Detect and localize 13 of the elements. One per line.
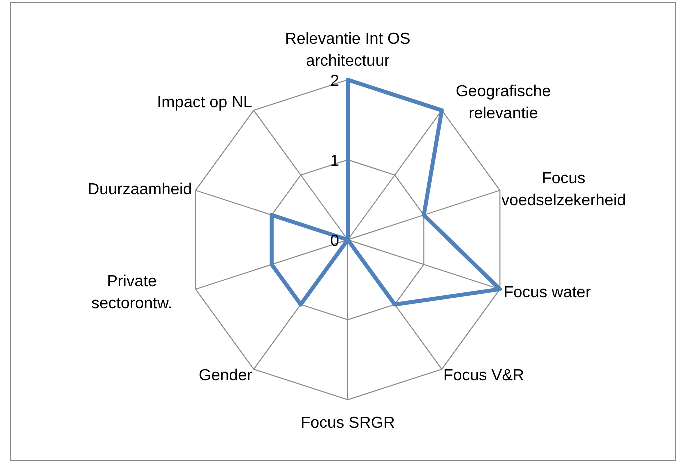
- y-tick-label: 2: [330, 73, 340, 90]
- spoke-label: Gender: [199, 367, 254, 384]
- y-tick-label: 0: [330, 233, 340, 250]
- spoke-label: Duurzaamheid: [88, 182, 192, 199]
- spoke-label: Focus water: [504, 284, 592, 302]
- spoke-label: Private sectorontw.: [92, 273, 173, 312]
- spoke-label: Relevantie Int OS architectuur: [285, 31, 411, 70]
- y-tick-label: 1: [330, 153, 340, 170]
- spoke-label: Impact op NL: [157, 94, 253, 112]
- spoke-label: Focus SRGR: [300, 415, 396, 432]
- spoke-label: Geografische relevantie: [456, 84, 552, 123]
- spoke-label: Focus V&R: [444, 367, 524, 384]
- spoke-label: Focus voedselzekerheid: [502, 170, 626, 210]
